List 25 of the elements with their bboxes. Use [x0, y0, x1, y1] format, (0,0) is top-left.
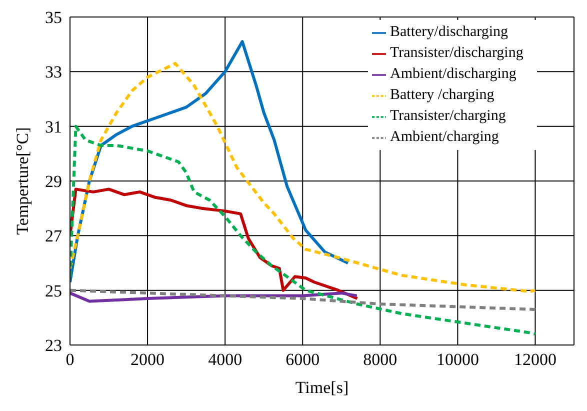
- line-series: [70, 124, 537, 336]
- legend-label: Transister/charging: [390, 108, 506, 124]
- y-tick-label: 31: [45, 117, 62, 136]
- x-tick-label: 10000: [436, 350, 479, 370]
- line-series: [70, 62, 537, 293]
- y-tick-label: 23: [45, 336, 62, 356]
- line-series: [70, 288, 537, 311]
- y-tick-label: 25: [45, 281, 62, 300]
- x-tick-label: 8000: [363, 350, 398, 370]
- y-tick-label: 35: [45, 8, 62, 28]
- legend-label: Battery/discharging: [390, 24, 508, 40]
- legend-label: Ambient/discharging: [390, 66, 516, 82]
- x-tick-label: 0: [66, 350, 74, 370]
- x-tick-label: 6000: [286, 350, 320, 370]
- x-tick-label: 2000: [130, 350, 165, 370]
- y-tick-label: 33: [45, 62, 62, 82]
- y-tick-label: 29: [45, 172, 62, 192]
- y-axis-title: Temperture[°C]: [13, 127, 32, 235]
- legend-label: Transister/discharging: [390, 45, 524, 61]
- x-axis-title: Time[s]: [295, 378, 349, 397]
- y-tick-label: 27: [45, 226, 62, 246]
- legend-label: Ambient/charging: [390, 129, 499, 145]
- legend-label: Battery /charging: [390, 87, 494, 103]
- x-tick-label: 12000: [514, 350, 556, 370]
- x-tick-label: 4000: [208, 350, 242, 370]
